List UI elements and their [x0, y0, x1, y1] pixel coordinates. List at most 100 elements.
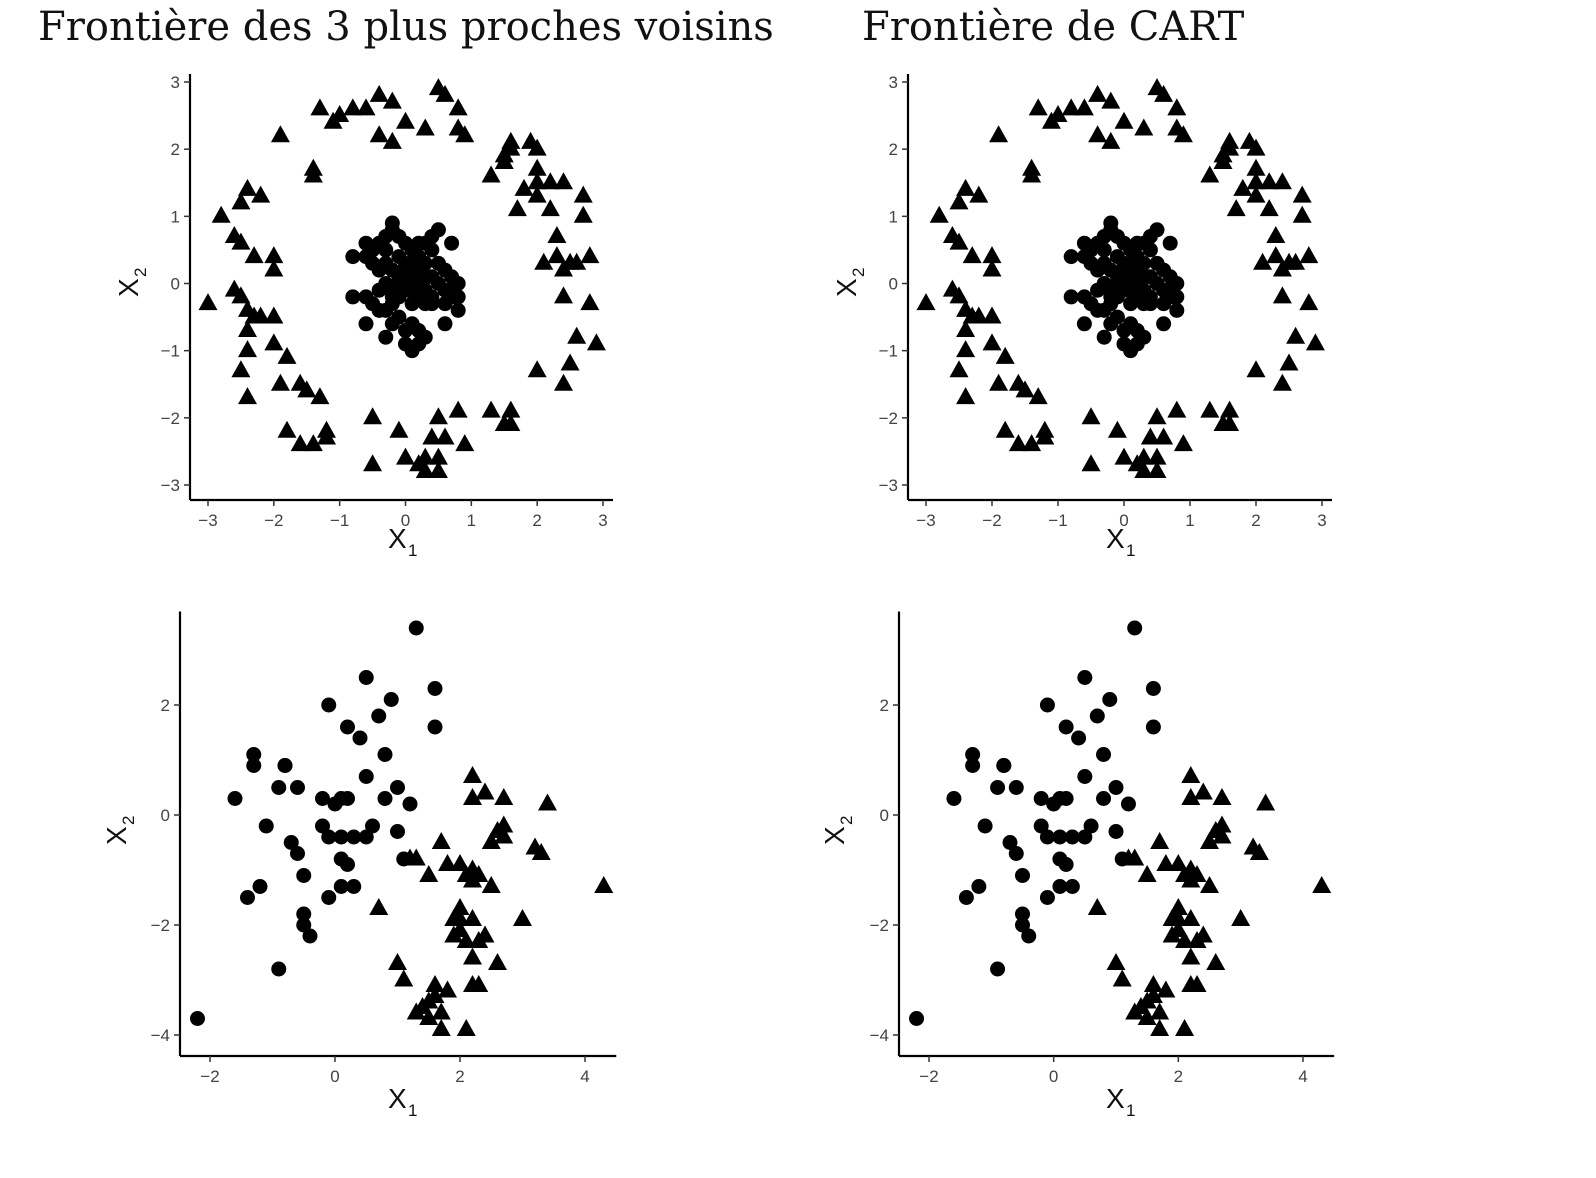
- x-tick-label: −1: [1048, 511, 1067, 530]
- point-triangle: [580, 293, 600, 311]
- point-triangle: [1181, 947, 1201, 965]
- point-triangle: [1312, 875, 1332, 893]
- x-axis-label-sub: 1: [1126, 541, 1135, 560]
- point-triangle: [540, 199, 560, 217]
- point-circle: [377, 747, 393, 762]
- point-triangle: [435, 427, 455, 445]
- point-triangle: [264, 333, 284, 351]
- point-triangle: [956, 340, 976, 358]
- y-tick-label: 2: [161, 696, 170, 715]
- point-circle: [358, 670, 374, 685]
- point-triangle: [1173, 125, 1193, 143]
- x-tick-label: 0: [1049, 1067, 1058, 1086]
- x-tick-label: 3: [1317, 511, 1326, 530]
- point-triangle: [303, 165, 323, 183]
- point-circle: [1033, 818, 1049, 834]
- x-tick-label: −2: [200, 1067, 219, 1086]
- point-triangle: [1106, 952, 1126, 970]
- point-triangle: [554, 373, 573, 391]
- point-triangle: [382, 131, 402, 149]
- point-triangle: [1279, 353, 1299, 371]
- point-triangle: [1140, 427, 1160, 445]
- point-circle: [377, 791, 393, 806]
- point-triangle: [554, 286, 573, 304]
- point-triangle: [1168, 853, 1188, 871]
- point-triangle: [455, 434, 475, 452]
- point-triangle: [1168, 908, 1188, 926]
- point-triangle: [1022, 165, 1042, 183]
- point-triangle: [494, 414, 514, 432]
- point-triangle: [554, 172, 573, 190]
- point-triangle: [238, 178, 257, 196]
- point-triangle: [1173, 434, 1193, 452]
- point-triangle: [310, 387, 330, 405]
- point-circle: [1120, 796, 1136, 812]
- point-triangle: [369, 125, 389, 143]
- x-tick-label: 1: [467, 511, 476, 530]
- point-triangle: [231, 232, 251, 250]
- y-tick-label: −2: [151, 916, 170, 935]
- point-triangle: [527, 138, 547, 156]
- y-axis-label: X: [831, 278, 862, 297]
- point-triangle: [1150, 1018, 1170, 1036]
- point-triangle: [1175, 930, 1195, 948]
- point-triangle: [425, 974, 445, 992]
- point-triangle: [1272, 373, 1292, 391]
- point-triangle: [916, 293, 936, 311]
- point-circle: [1096, 242, 1112, 258]
- point-triangle: [494, 787, 514, 805]
- point-circle: [340, 791, 355, 806]
- point-circle: [990, 780, 1006, 795]
- point-triangle: [264, 246, 284, 264]
- point-triangle: [1154, 427, 1174, 445]
- point-triangle: [1231, 908, 1251, 926]
- point-circle: [402, 796, 418, 812]
- point-circle: [1156, 296, 1172, 312]
- point-circle: [384, 316, 400, 332]
- point-circle: [427, 681, 443, 696]
- point-triangle: [1028, 387, 1048, 405]
- point-triangle: [1143, 985, 1163, 1003]
- y-axis-label-sub: 2: [849, 268, 868, 277]
- point-triangle: [1154, 84, 1174, 102]
- point-circle: [1058, 857, 1074, 872]
- point-circle: [965, 747, 981, 762]
- point-triangle: [297, 380, 317, 398]
- point-triangle: [1200, 831, 1219, 849]
- point-triangle: [527, 172, 547, 190]
- point-triangle: [1168, 919, 1188, 937]
- point-circle: [358, 829, 374, 845]
- point-triangle: [494, 152, 514, 170]
- point-triangle: [969, 306, 989, 324]
- point-triangle: [573, 185, 593, 203]
- point-circle: [258, 818, 274, 834]
- point-triangle: [198, 293, 218, 311]
- point-triangle: [1266, 225, 1286, 243]
- point-triangle: [1048, 105, 1068, 123]
- point-triangle: [1200, 875, 1219, 893]
- point-circle: [424, 242, 440, 258]
- point-circle: [390, 780, 405, 795]
- point-triangle: [1167, 98, 1187, 116]
- point-triangle: [560, 353, 580, 371]
- point-circle: [391, 276, 407, 291]
- point-triangle: [1134, 461, 1154, 479]
- point-circle: [378, 242, 394, 258]
- x-tick-label: −1: [330, 511, 349, 530]
- point-circle: [346, 879, 362, 894]
- point-triangle: [1272, 172, 1292, 190]
- point-triangle: [956, 178, 976, 196]
- point-circle: [1145, 719, 1161, 735]
- point-triangle: [310, 98, 330, 116]
- point-triangle: [264, 259, 284, 277]
- point-circle: [384, 289, 400, 305]
- point-triangle: [1156, 980, 1176, 998]
- point-circle: [958, 890, 974, 905]
- point-triangle: [469, 974, 489, 992]
- x-tick-label: −3: [198, 511, 217, 530]
- point-triangle: [438, 853, 457, 871]
- point-circle: [340, 857, 355, 872]
- point-circle: [290, 780, 305, 795]
- point-circle: [1063, 289, 1079, 305]
